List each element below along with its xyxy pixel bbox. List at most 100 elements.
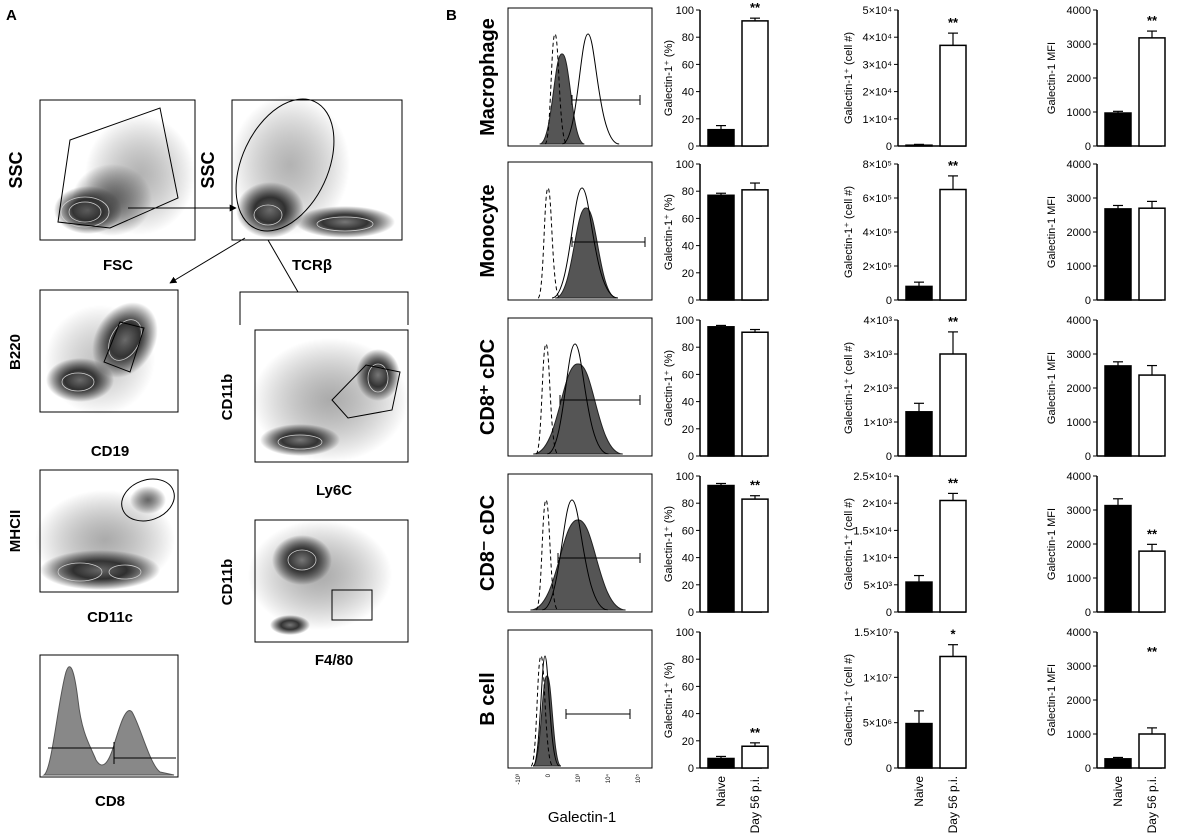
hist-tick-3: 10⁴	[605, 774, 612, 784]
y-label: Galectin-1⁺ (cell #)	[843, 342, 855, 434]
y-tick-label: 20	[682, 114, 694, 126]
bar-chart-r0-c1: 0 1×10⁴ 2×10⁴ 3×10⁴ 4×10⁴ 5×10⁴ Galectin-1⁺ (c…	[843, 5, 967, 153]
y-label: Galectin-1⁺ (cell #)	[843, 654, 855, 746]
y-tick-label: 2×10⁴	[862, 87, 892, 99]
gate-arrow-3	[267, 239, 299, 293]
hist-tick-4: 10⁵	[635, 773, 642, 783]
bar-naive	[1104, 365, 1132, 457]
y-tick-label: 4000	[1067, 315, 1091, 327]
panel-b-letter: B	[446, 7, 457, 24]
gating-plot-ly6c-cd11b: CD11b Ly6C	[219, 329, 409, 499]
y-label: Galectin-1⁺ (%)	[663, 40, 675, 116]
p3-ylabel: B220	[7, 334, 24, 370]
row-title-0: Macrophage	[477, 18, 499, 136]
y-tick-label: 0	[886, 763, 892, 775]
bar-chart-r3-c1: 0 5×10³ 1×10⁴ 1.5×10⁴ 2×10⁴ 2.5×10⁴ Galectin-1…	[843, 471, 967, 619]
significance-label: **	[750, 0, 761, 15]
y-tick-label: 60	[682, 59, 694, 71]
y-tick-label: 1000	[1067, 261, 1091, 273]
y-tick-label: 3000	[1067, 505, 1091, 517]
histogram-xlabel: Galectin-1	[548, 809, 616, 826]
bar-chart-r2-c2: 0 1000 2000 3000 4000 Galectin-1 MFI	[1046, 315, 1166, 463]
p5-xlabel: CD8	[95, 793, 125, 810]
y-tick-label: 0	[688, 763, 694, 775]
bar-chart-grid: 0 20 40 60 80 100 Galectin-1⁺ (%) ** 0 1×10⁴ 2×10⁴…	[663, 0, 1166, 833]
y-tick-label: 100	[676, 315, 694, 327]
bar-naive	[707, 757, 735, 769]
bar-chart-r1-c2: 0 1000 2000 3000 4000 Galectin-1 MFI	[1046, 159, 1166, 307]
bar-day56	[939, 188, 967, 301]
y-tick-label: 4000	[1067, 471, 1091, 483]
y-label: Galectin-1 MFI	[1046, 196, 1058, 268]
y-tick-label: 0	[1085, 607, 1091, 619]
p2-xlabel: TCRβ	[292, 257, 332, 274]
bar-day56	[939, 499, 967, 613]
y-tick-label: 2000	[1067, 695, 1091, 707]
y-tick-label: 2000	[1067, 383, 1091, 395]
y-tick-label: 0	[688, 451, 694, 463]
y-tick-label: 60	[682, 369, 694, 381]
bar-day56	[741, 331, 769, 457]
y-tick-label: 100	[676, 159, 694, 171]
y-tick-label: 20	[682, 268, 694, 280]
y-label: Galectin-1 MFI	[1046, 42, 1058, 114]
p7-xlabel: F4/80	[315, 652, 353, 669]
bar-chart-r2-c0: 0 20 40 60 80 100 Galectin-1⁺ (%)	[663, 315, 769, 463]
bar-chart-r4-c0: 0 20 40 60 80 100 Galectin-1⁺ (%) ** Naive Day 56…	[663, 627, 769, 833]
histogram-4: B cell -10³ 0 10³ 10⁴ 10⁵	[477, 629, 653, 785]
y-tick-label: 40	[682, 397, 694, 409]
y-tick-label: 4×10³	[864, 315, 893, 327]
y-tick-label: 80	[682, 654, 694, 666]
hist-tick-1: 0	[546, 773, 552, 777]
y-tick-label: 2000	[1067, 73, 1091, 85]
y-tick-label: 2000	[1067, 539, 1091, 551]
y-tick-label: 1000	[1067, 573, 1091, 585]
bar-day56	[741, 20, 769, 147]
bar-chart-r3-c2: 0 1000 2000 3000 4000 Galectin-1 MFI **	[1046, 471, 1166, 619]
y-tick-label: 2.5×10⁴	[853, 471, 892, 483]
y-tick-label: 1.5×10⁴	[853, 525, 892, 537]
hist-tick-0: -10³	[516, 774, 522, 785]
bar-chart-r1-c1: 0 2×10⁵ 4×10⁵ 6×10⁵ 8×10⁵ Galectin-1⁺ (cell #…	[843, 158, 967, 307]
y-tick-label: 4000	[1067, 5, 1091, 17]
y-tick-label: 100	[676, 627, 694, 639]
bar-day56	[1138, 207, 1166, 301]
p7-ylabel: CD11b	[219, 559, 236, 606]
y-tick-label: 80	[682, 186, 694, 198]
significance-label: **	[948, 158, 959, 173]
significance-label: **	[948, 475, 959, 490]
bar-day56	[939, 353, 967, 457]
p3-xlabel: CD19	[91, 443, 129, 460]
y-tick-label: 4000	[1067, 159, 1091, 171]
gate-arrow-2	[169, 237, 246, 284]
x-category-label: Day 56 p.i.	[946, 776, 960, 833]
y-tick-label: 2×10⁵	[863, 261, 892, 273]
bar-chart-r1-c0: 0 20 40 60 80 100 Galectin-1⁺ (%)	[663, 159, 769, 307]
histogram-2: CD8⁺ cDC	[477, 317, 653, 457]
p4-ylabel: MHCII	[7, 510, 24, 553]
p1-xlabel: FSC	[103, 257, 133, 274]
significance-label: **	[750, 725, 761, 740]
p6-xlabel: Ly6C	[316, 482, 352, 499]
p1-ylabel: SSC	[6, 151, 26, 188]
bar-naive	[1104, 208, 1132, 301]
y-tick-label: 0	[886, 295, 892, 307]
y-tick-label: 6×10⁵	[863, 193, 892, 205]
bar-chart-r4-c2: 0 1000 2000 3000 4000 Galectin-1 MFI ** Naive Da…	[1046, 627, 1166, 833]
y-tick-label: 0	[1085, 451, 1091, 463]
y-tick-label: 1.5×10⁷	[854, 627, 892, 639]
row-title-2: CD8⁺ cDC	[477, 339, 499, 435]
y-tick-label: 0	[688, 295, 694, 307]
y-tick-label: 20	[682, 424, 694, 436]
y-tick-label: 100	[676, 471, 694, 483]
y-tick-label: 1000	[1067, 107, 1091, 119]
y-label: Galectin-1⁺ (%)	[663, 194, 675, 270]
p6-ylabel: CD11b	[219, 374, 236, 421]
bar-naive	[1104, 504, 1132, 613]
x-category-label: Naive	[714, 776, 728, 807]
histogram-0: Macrophage	[477, 7, 653, 147]
y-tick-label: 4×10⁴	[862, 32, 892, 44]
bar-naive	[707, 194, 735, 301]
y-tick-label: 1×10⁷	[863, 672, 892, 684]
